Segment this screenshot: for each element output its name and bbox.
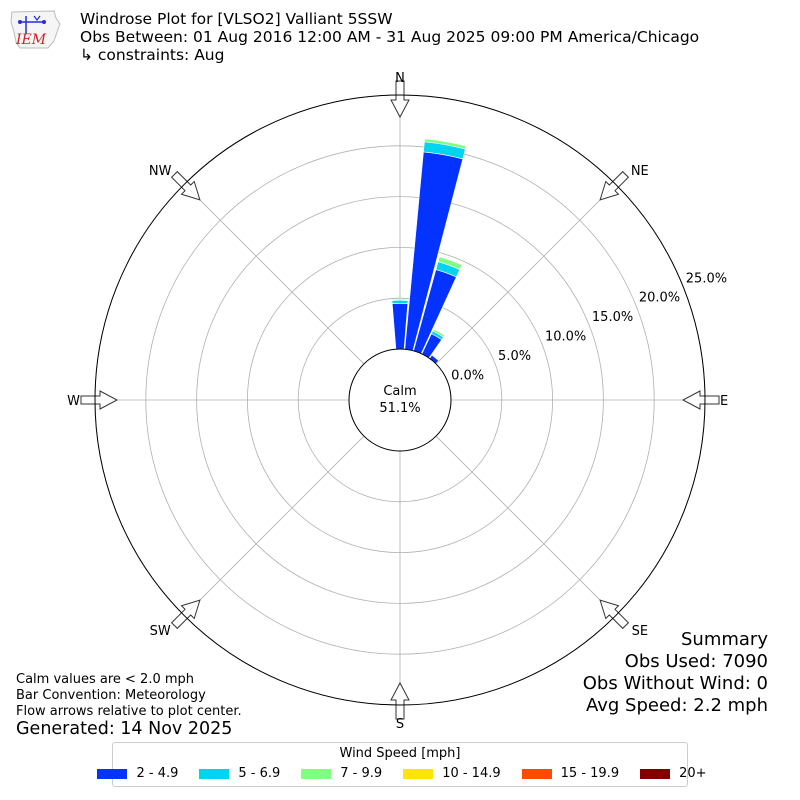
obs-without-wind: Obs Without Wind: 0 xyxy=(582,673,768,694)
wind-bar-segment xyxy=(424,138,467,150)
legend-swatch xyxy=(640,768,671,779)
legend-item: 2 - 4.9 xyxy=(97,766,178,781)
legend-title: Wind Speed [mph] xyxy=(339,746,461,761)
wind-bar-segment xyxy=(391,298,409,301)
legend-swatch xyxy=(403,768,434,779)
direction-label-w: W xyxy=(67,394,80,409)
radial-tick-label: 15.0% xyxy=(592,310,633,325)
flow-arrow-icon xyxy=(80,390,119,410)
radial-tick-label: 5.0% xyxy=(498,349,531,364)
outer-ring xyxy=(94,94,706,706)
notes: Calm values are < 2.0 mph Bar Convention… xyxy=(16,672,242,720)
generated-date: Generated: 14 Nov 2025 xyxy=(16,719,233,739)
direction-label-ne: NE xyxy=(631,164,649,179)
wind-bar-segment xyxy=(437,256,463,270)
legend-label: 15 - 19.9 xyxy=(560,766,620,781)
radial-tick-labels: 0.0% 5.0% 10.0% 15.0% 20.0% 25.0% xyxy=(451,271,727,383)
legend-item: 10 - 14.9 xyxy=(403,766,501,781)
direction-label-s: S xyxy=(396,717,404,732)
summary: Summary Obs Used: 7090 Obs Without Wind:… xyxy=(583,629,768,717)
radial-tick-label: 25.0% xyxy=(686,271,727,286)
legend-label: 2 - 4.9 xyxy=(136,766,179,781)
grid-spoke xyxy=(184,435,365,616)
calm-label: Calm xyxy=(383,384,416,399)
avg-speed: Avg Speed: 2.2 mph xyxy=(586,695,768,716)
legend-label: 10 - 14.9 xyxy=(442,766,501,781)
radial-tick-label: 10.0% xyxy=(545,330,586,345)
legend-item: 5 - 6.9 xyxy=(199,766,280,781)
calm-value: 51.1% xyxy=(379,401,420,416)
wind-bar-segment xyxy=(432,328,445,338)
grid-spoke xyxy=(184,184,365,365)
legend-swatch xyxy=(199,768,230,779)
legend-swatch xyxy=(521,768,552,779)
summary-title: Summary xyxy=(681,629,768,650)
legend-items: 2 - 4.9 5 - 6.9 7 - 9.9 10 - 14.9 15 - 19.9 2… xyxy=(97,766,707,781)
constraints-text: ↳ constraints: Aug xyxy=(80,46,225,64)
flow-arrow-icon xyxy=(599,599,630,630)
bar-convention-note: Bar Convention: Meteorology xyxy=(16,688,206,703)
wind-bars xyxy=(391,138,467,365)
obs-used: Obs Used: 7090 xyxy=(624,651,768,672)
legend-label: 20+ xyxy=(679,766,707,781)
direction-label-e: E xyxy=(720,394,728,409)
direction-labels: N NE E SE S SW W NW xyxy=(67,71,728,732)
grid-spoke xyxy=(435,184,616,365)
direction-label-se: SE xyxy=(632,624,648,639)
grid-spoke xyxy=(435,435,616,616)
legend-swatch xyxy=(97,768,128,779)
title-block: Windrose Plot for [VLSO2] Valliant 5SSW … xyxy=(80,10,699,64)
legend-item: 20+ xyxy=(640,766,707,781)
flow-arrow-icon xyxy=(390,681,410,720)
flow-arrows-note: Flow arrows relative to plot center. xyxy=(16,704,242,719)
direction-label-n: N xyxy=(395,71,405,86)
chart-title: Windrose Plot for [VLSO2] Valliant 5SSW xyxy=(80,10,393,28)
flow-arrow-icon xyxy=(599,170,630,201)
flow-arrow-icon xyxy=(170,599,201,630)
direction-label-nw: NW xyxy=(149,164,172,179)
legend-label: 5 - 6.9 xyxy=(238,766,281,781)
legend-label: 7 - 9.9 xyxy=(340,766,383,781)
chart-subtitle: Obs Between: 01 Aug 2016 12:00 AM - 31 A… xyxy=(80,28,700,46)
iem-logo: IEM xyxy=(10,10,61,49)
weather-station-icon xyxy=(18,15,46,34)
flow-arrow-icon xyxy=(681,390,720,410)
wind-bar-segment xyxy=(391,299,409,304)
legend-swatch xyxy=(301,768,332,779)
legend-item: 7 - 9.9 xyxy=(301,766,382,781)
calm-note: Calm values are < 2.0 mph xyxy=(16,672,195,687)
direction-label-sw: SW xyxy=(150,624,171,639)
flow-arrows xyxy=(80,80,720,720)
legend: Wind Speed [mph] 2 - 4.9 5 - 6.9 7 - 9.9 10… xyxy=(97,742,707,787)
flow-arrow-icon xyxy=(390,80,410,119)
legend-item: 15 - 19.9 xyxy=(521,766,620,781)
calm-circle xyxy=(348,348,452,452)
flow-arrow-icon xyxy=(170,170,201,201)
logo-text: IEM xyxy=(15,32,47,48)
radial-tick-label: 0.0% xyxy=(451,368,484,383)
radial-tick-label: 20.0% xyxy=(639,291,680,306)
